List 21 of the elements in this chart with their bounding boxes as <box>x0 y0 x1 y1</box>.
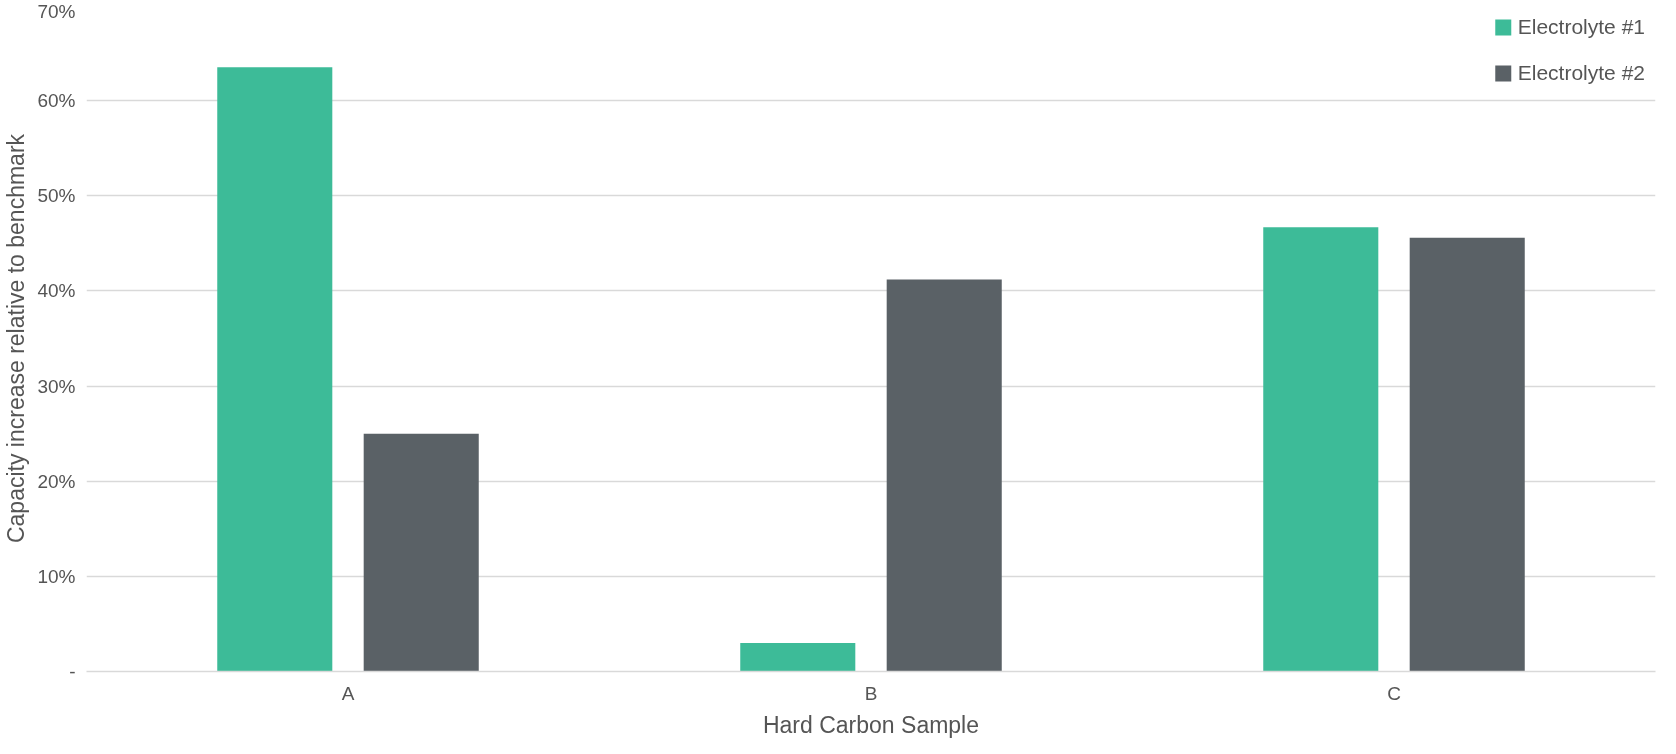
bar <box>886 279 1002 672</box>
y-tick-label: 60% <box>37 90 76 112</box>
x-tick-label: A <box>341 682 355 704</box>
y-tick-label: 40% <box>37 280 76 302</box>
y-tick-label: 50% <box>37 185 76 207</box>
bar <box>740 642 856 672</box>
legend-label: Electrolyte #1 <box>1517 15 1645 39</box>
y-tick-label: 10% <box>37 565 76 587</box>
y-tick-label: 70% <box>37 0 76 22</box>
bar <box>1263 227 1379 672</box>
x-tick-label: C <box>1387 682 1401 704</box>
bar <box>363 433 479 672</box>
bar <box>1409 237 1525 672</box>
x-tick-label: B <box>864 682 878 704</box>
x-axis-title: Hard Carbon Sample <box>762 711 980 738</box>
y-tick-label: - <box>69 661 76 682</box>
bar <box>217 67 333 672</box>
legend-label: Electrolyte #2 <box>1517 61 1645 85</box>
y-axis-title: Capacity increase relative to benchmark <box>3 133 30 544</box>
y-tick-label: 30% <box>37 375 76 397</box>
y-tick-label: 20% <box>37 470 76 492</box>
